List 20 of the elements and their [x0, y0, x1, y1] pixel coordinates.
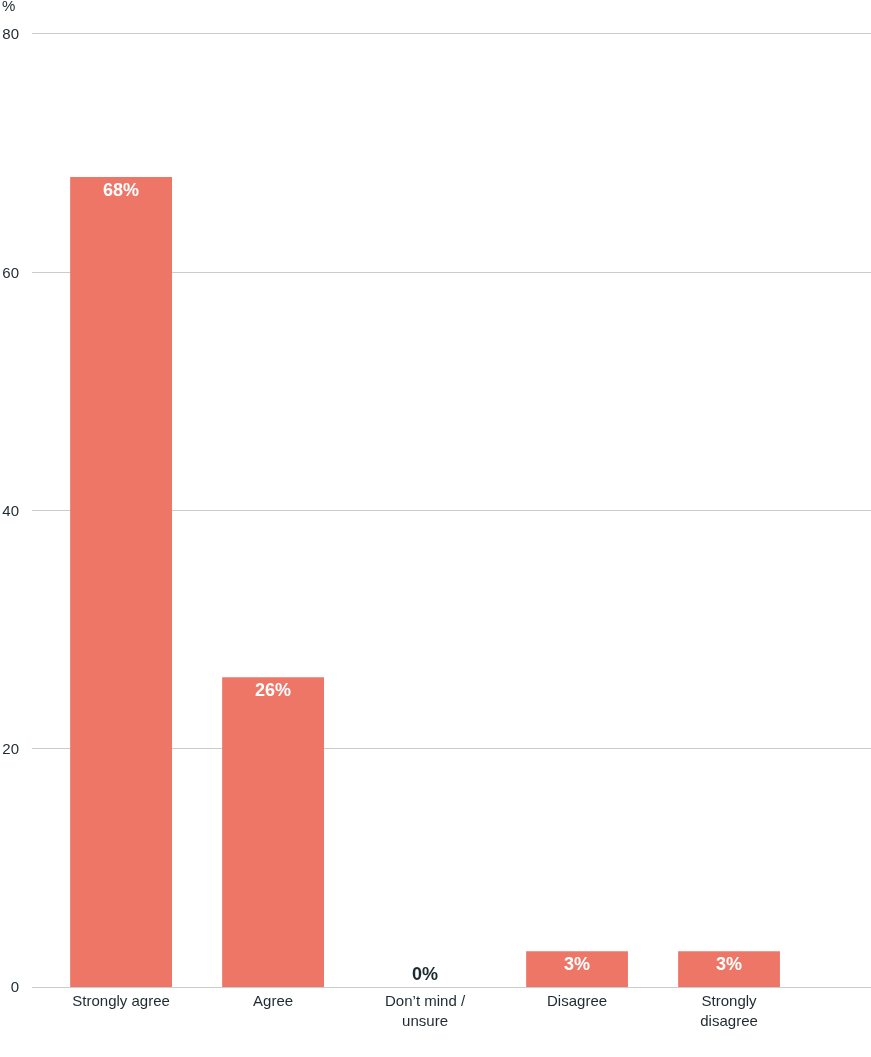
x-tick-label: Disagree [547, 992, 608, 1009]
x-tick-label: Don’t mind / unsure [385, 992, 466, 1029]
y-tick-label: 80 [2, 25, 19, 43]
data-label: 3% [716, 954, 743, 975]
data-label: 3% [564, 954, 591, 975]
y-tick-label: 20 [2, 740, 19, 757]
bar [526, 951, 628, 987]
y-tick-label: 40 [2, 501, 19, 519]
x-tick-label: Strongly disagree [700, 992, 758, 1029]
x-tick-label: Strongly agree [72, 992, 170, 1009]
data-label: 68% [103, 179, 140, 200]
data-label: 26% [255, 680, 292, 701]
y-axis-title: % [2, 0, 16, 14]
data-label: 0% [412, 964, 439, 984]
x-tick-label: Agree [253, 992, 294, 1009]
bar [70, 176, 172, 987]
bar [222, 677, 324, 987]
y-tick-label: 0 [10, 978, 19, 996]
y-tick-label: 60 [2, 263, 19, 281]
bar [678, 951, 780, 987]
